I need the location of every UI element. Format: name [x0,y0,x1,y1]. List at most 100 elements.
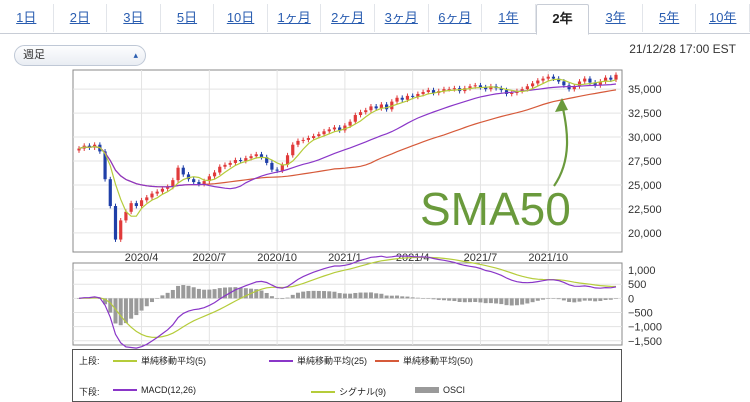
x-tick-label: 2021/7 [464,252,498,264]
candle-body [254,154,258,157]
tab-5[interactable]: 1ヶ月 [268,4,322,32]
lower-panel-frame [72,262,623,346]
legend-item-signal: シグナル(9) [311,385,386,398]
osci-bar [176,285,181,299]
osci-bar [395,295,400,299]
tab-10[interactable]: 2年 [535,4,590,35]
osci-bar [238,287,243,299]
candle-body [536,80,540,84]
osci-bar [368,292,373,299]
osci-bar [311,290,316,299]
legend-label-signal: シグナル(9) [339,387,386,397]
tab-0[interactable]: 1日 [0,4,54,32]
tab-6[interactable]: 2ヶ月 [321,4,375,32]
candle-body [228,162,232,165]
osci-bar [389,295,394,299]
legend: 上段: 単純移動平均(5) 単純移動平均(25) 単純移動平均(50) 下段: … [72,349,622,402]
candle-body [572,86,576,90]
tab-12[interactable]: 5年 [643,4,697,32]
legend-item-sma25: 単純移動平均(25) [269,354,367,367]
legend-swatch-sma50 [375,359,399,362]
tab-2[interactable]: 3日 [107,4,161,32]
candle-body [447,89,451,91]
legend-label-sma50: 単純移動平均(50) [403,356,474,366]
osci-bar [441,298,446,301]
osci-bar [155,298,160,299]
candle-body [510,92,514,94]
osci-bar [113,298,118,324]
tab-4[interactable]: 10日 [214,4,268,32]
tab-9[interactable]: 1年 [482,4,536,32]
candle-body [562,81,566,86]
candle-body [520,89,524,92]
osci-bar [572,298,577,303]
osci-bar [431,298,436,300]
osci-bar [452,298,457,302]
candle-body [160,188,165,192]
candle-body [385,104,389,110]
candle-body [541,78,545,81]
legend-label-osci: OSCI [443,385,466,395]
sma50-annotation-label: SMA50 [420,183,571,235]
candle-body [327,129,331,132]
candle-body [218,166,222,173]
upper-y-tick-label: 20,000 [628,228,662,240]
osci-bar [332,291,337,299]
candle-body [374,106,378,109]
osci-bar [541,298,546,300]
candle-body [176,167,180,181]
sma5-line [78,78,617,217]
legend-swatch-sma5 [113,359,137,362]
osci-bar [426,298,431,299]
candle-body [166,186,170,189]
osci-bar [243,288,248,299]
osci-bar [233,287,238,299]
candle-body [400,97,404,100]
osci-bar [222,287,227,299]
osci-bar [259,290,264,299]
osci-bar [353,292,358,299]
tab-3[interactable]: 5日 [161,4,215,32]
osci-bar [561,298,566,301]
osci-bar [264,292,269,299]
osci-bar [337,293,342,299]
candle-body [212,172,217,177]
candle-body [405,95,410,100]
candle-body [343,125,347,131]
timestamp: 21/12/28 17:00 EST [629,42,736,56]
candle-body [202,181,206,184]
candle-body [473,85,477,87]
osci-bar [556,298,561,300]
x-tick-label: 2020/7 [193,252,227,264]
tab-1[interactable]: 2日 [54,4,108,32]
osci-bar [202,289,207,299]
candle-body [442,89,446,92]
candle-body [484,87,488,90]
osci-bar [551,298,556,299]
candle-body [181,167,185,175]
upper-y-tick-label: 35,000 [628,84,662,96]
tab-8[interactable]: 6ヶ月 [429,4,483,32]
candle-body [291,144,295,156]
tab-13[interactable]: 10年 [696,4,750,32]
candle-body [207,176,211,182]
period-select[interactable]: 週足 ▴▾ [14,45,146,79]
osci-bar [254,289,259,299]
legend-swatch-signal [311,390,335,393]
osci-bar [473,298,478,303]
candle-body [588,78,592,83]
candle-body [150,193,154,198]
osci-bar [144,298,149,307]
osci-bar [520,298,525,305]
osci-bar [400,296,405,299]
candle-body [145,197,149,201]
osci-bar [139,298,144,311]
tab-11[interactable]: 3年 [589,4,643,32]
candle-body [416,93,420,97]
osci-bar [504,298,509,306]
legend-label-sma25: 単純移動平均(25) [297,356,368,366]
candle-body [546,76,550,79]
upper-y-tick-label: 27,500 [628,156,662,168]
tab-7[interactable]: 3ヶ月 [375,4,429,32]
candle-body [171,180,175,187]
